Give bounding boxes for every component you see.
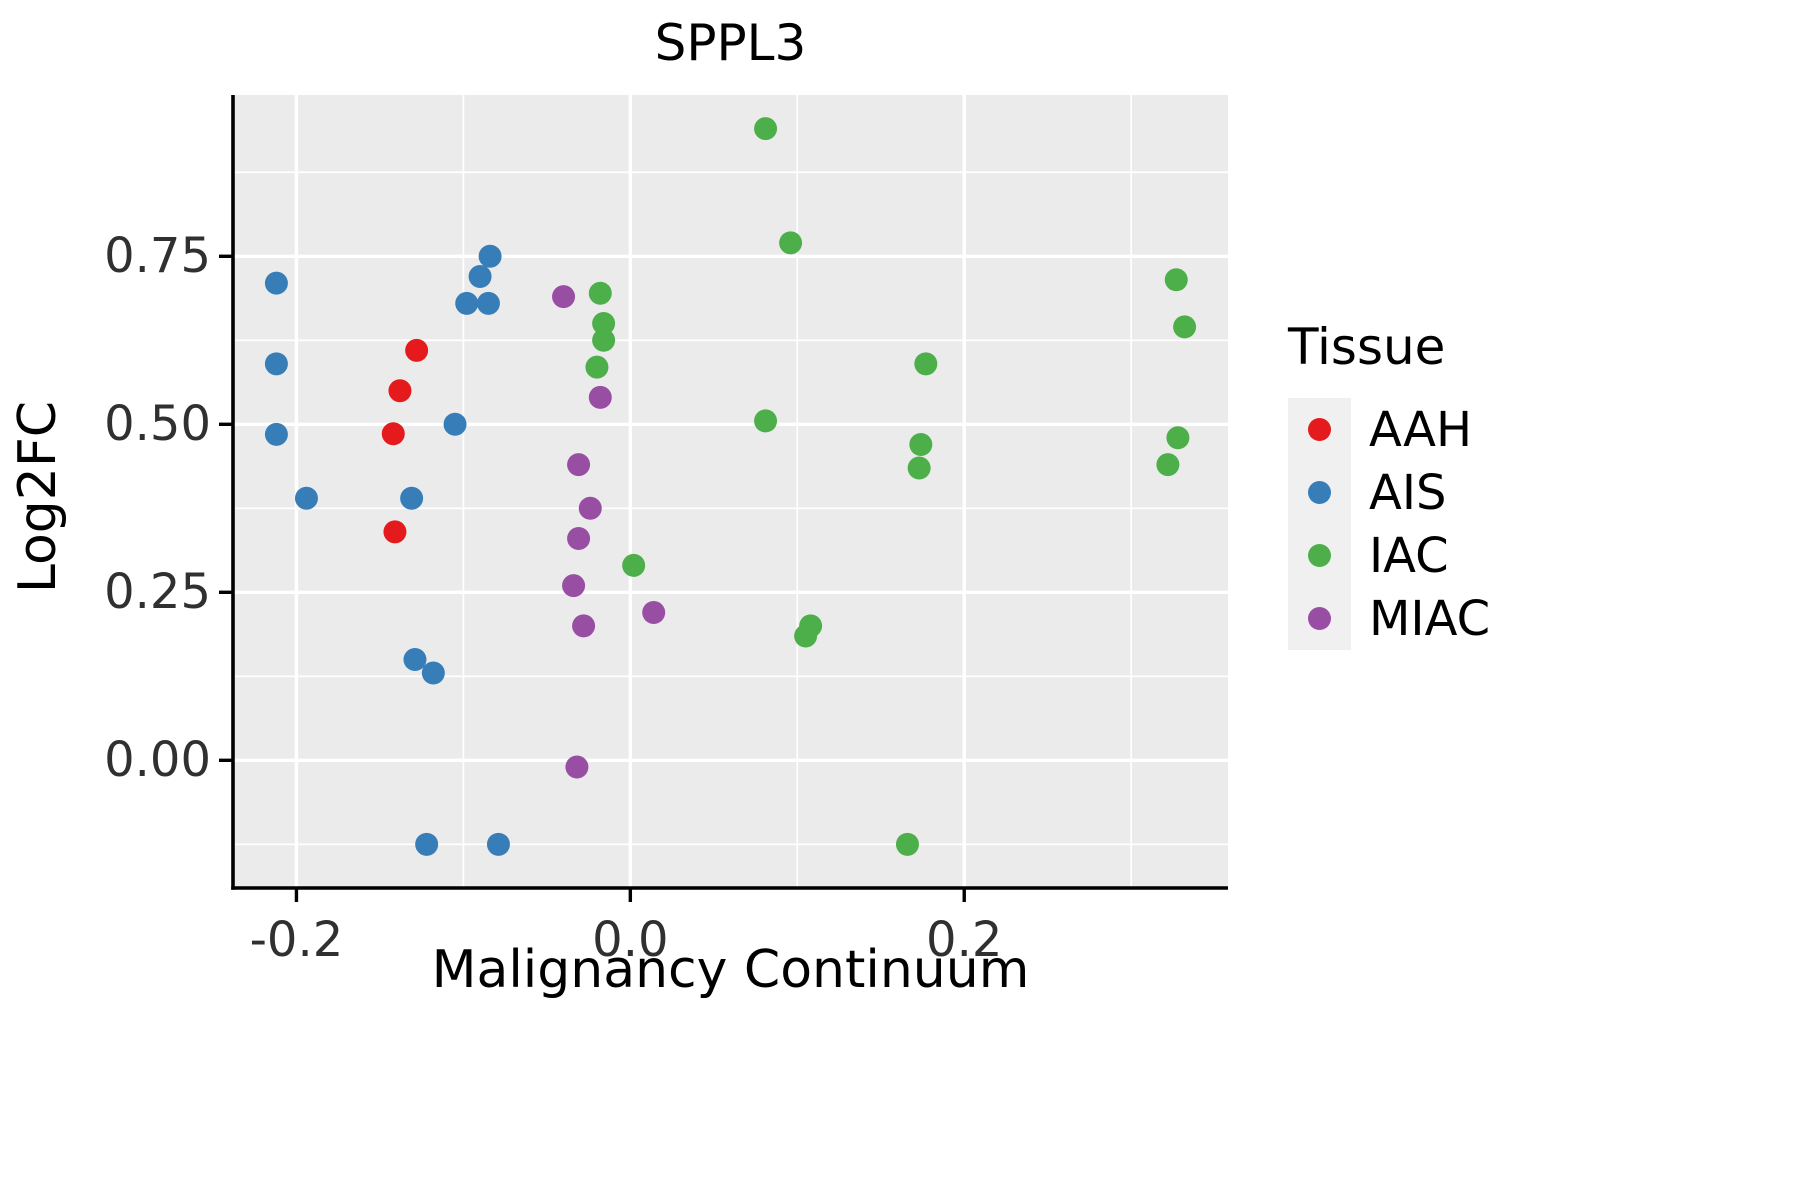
data-point-ais [264,422,288,446]
data-point-aah [405,338,429,362]
y-tick-label: 0.75 [104,228,211,285]
data-point-iac [585,355,609,379]
legend: Tissue AAH AIS IAC MIAC [1288,318,1490,650]
data-point-ais [415,832,439,856]
x-tick-label: 0.0 [592,912,669,968]
data-point-ais [478,244,502,268]
data-point-miac [552,285,576,309]
legend-item-iac: IAC [1288,524,1490,587]
data-point-iac [895,832,919,856]
legend-key-swatch [1288,524,1351,587]
legend-item-ais: AIS [1288,461,1490,524]
data-point-iac [779,231,803,255]
data-point-ais [264,271,288,295]
data-point-iac [622,553,646,577]
legend-key-swatch [1288,587,1351,650]
legend-dot-icon [1308,418,1331,441]
data-point-iac [1164,268,1188,292]
legend-item-miac: MIAC [1288,587,1490,650]
data-point-aah [381,422,405,446]
data-point-miac [565,755,589,779]
data-point-iac [754,117,778,141]
chart-title: SPPL3 [654,14,807,72]
data-point-aah [383,520,407,544]
legend-title: Tissue [1288,318,1446,376]
data-point-miac [588,385,612,409]
data-point-iac [1156,453,1180,477]
data-point-aah [388,379,412,403]
data-point-ais [443,412,467,436]
legend-dot-icon [1308,607,1331,630]
data-point-miac [578,496,602,520]
y-tick-label: 0.25 [104,564,211,621]
data-point-ais [476,291,500,315]
data-point-ais [294,486,318,510]
data-point-ais [486,832,510,856]
legend-dot-icon [1308,544,1331,567]
panel-background [233,95,1228,888]
x-tick-label: -0.2 [249,912,344,968]
data-point-ais [421,661,445,685]
legend-key-swatch [1288,461,1351,524]
data-point-iac [914,352,938,376]
data-point-ais [264,352,288,376]
data-point-miac [572,614,596,638]
legend-label: AAH [1369,401,1473,458]
x-axis-title: Malignancy Continuum [431,940,1030,1000]
plot-panel [219,95,1228,902]
data-point-ais [400,486,424,510]
data-point-iac [909,432,933,456]
data-point-miac [567,527,591,551]
data-point-iac [588,281,612,305]
legend-item-aah: AAH [1288,398,1490,461]
data-point-iac [1173,315,1197,339]
data-point-iac [907,456,931,480]
data-point-iac [754,409,778,433]
data-point-iac [794,624,818,648]
data-point-iac [1166,426,1190,450]
y-tick-label: 0.50 [104,396,211,453]
y-axis-title: Log2FC [8,400,68,594]
data-point-ais [455,291,479,315]
data-point-iac [592,328,616,352]
x-tick-label: 0.2 [926,912,1003,968]
legend-label: IAC [1369,527,1449,584]
data-point-miac [642,600,666,624]
legend-key-swatch [1288,398,1351,461]
data-point-ais [468,264,492,288]
legend-dot-icon [1308,481,1331,504]
legend-label: MIAC [1369,590,1491,647]
legend-label: AIS [1369,464,1447,521]
data-point-iac [592,311,616,335]
y-tick-label: 0.00 [104,732,211,789]
data-point-miac [567,453,591,477]
data-point-ais [403,648,427,672]
legend-keys: AAH AIS IAC MIAC [1288,398,1490,650]
data-point-miac [562,574,586,598]
